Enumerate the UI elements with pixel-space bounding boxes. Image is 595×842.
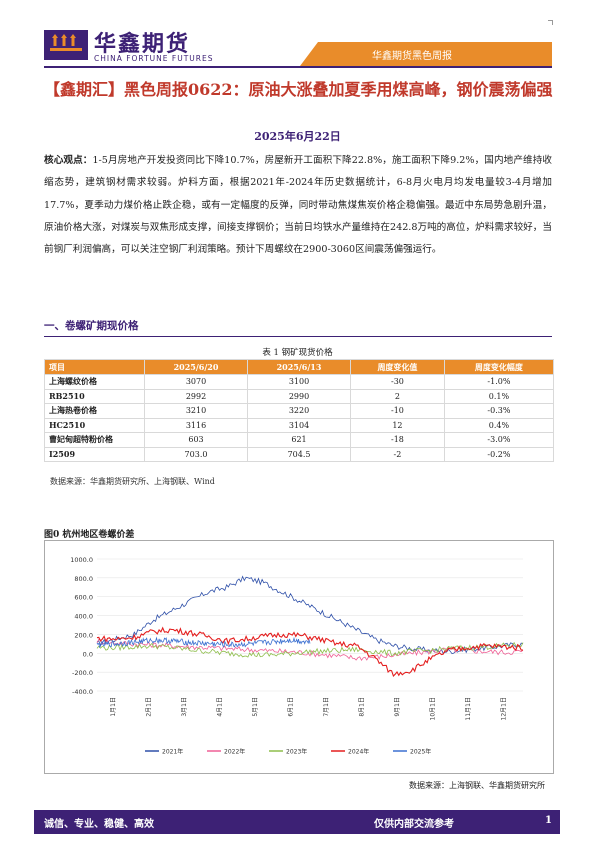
x-tick-label: 1月1日 xyxy=(110,697,117,717)
y-tick-label: 600.0 xyxy=(74,594,93,602)
table-cell: 3116 xyxy=(143,417,249,433)
table-cell: -18 xyxy=(350,432,445,448)
x-tick-label: 3月1日 xyxy=(181,697,188,717)
y-tick-label: 0.0 xyxy=(83,650,93,658)
page-header: 华鑫期货 CHINA FORTUNE FUTURES 华鑫期货黑色周报 xyxy=(0,0,595,70)
x-tick-label: 10月1日 xyxy=(429,697,436,720)
table-row: 上海热卷价格 3210 3220 -10 -0.3% xyxy=(44,403,555,419)
legend-label: 2025年 xyxy=(410,748,431,756)
table-header-cell: 项目 xyxy=(44,359,145,375)
table-cell: -30 xyxy=(350,374,445,390)
y-tick-label: -200.0 xyxy=(72,669,93,677)
section-divider xyxy=(44,336,552,337)
series-line xyxy=(96,626,523,678)
table-cell: -0.2% xyxy=(443,446,555,462)
summary-lead: 核心观点： xyxy=(44,155,93,166)
company-name: 华鑫期货 xyxy=(94,32,191,57)
x-tick-label: 7月1日 xyxy=(323,697,330,717)
table-cell: -0.3% xyxy=(443,403,555,419)
corner-mark xyxy=(548,20,553,25)
company-logo-icon xyxy=(44,30,88,60)
table-cell: 3210 xyxy=(143,403,249,419)
legend-label: 2021年 xyxy=(162,748,183,756)
table-cell: 上海螺纹价格 xyxy=(44,374,145,390)
x-tick-label: 6月1日 xyxy=(287,697,294,717)
report-title: 【鑫期汇】黑色周报0622：原油大涨叠加夏季用煤高峰，钢价震荡偏强 xyxy=(44,80,553,99)
y-tick-label: 400.0 xyxy=(74,613,93,621)
table-cell: 703.0 xyxy=(143,446,249,462)
chart-source: 数据来源：上海钢联、华鑫期货研究所 xyxy=(409,781,545,790)
y-tick-label: 200.0 xyxy=(74,631,93,639)
table-cell: 3220 xyxy=(247,403,352,419)
table-cell: 621 xyxy=(247,432,352,448)
table-cell: 上海热卷价格 xyxy=(44,403,145,419)
table-cell: -10 xyxy=(350,403,445,419)
table-cell: RB2510 xyxy=(44,388,145,404)
table-cell: 2990 xyxy=(247,388,352,404)
x-tick-label: 2月1日 xyxy=(145,697,152,717)
series-line xyxy=(96,641,524,658)
table-cell: 0.4% xyxy=(443,417,555,433)
chart-frame: 1000.0 800.0 600.0 400.0 200.0 0.0 -200.0 -400.… xyxy=(44,540,554,774)
series-line xyxy=(96,636,311,649)
table-cell: -1.0% xyxy=(443,374,555,390)
section-heading: 一、卷螺矿期现价格 xyxy=(44,320,139,332)
x-tick-label: 8月1日 xyxy=(358,697,365,717)
legend-label: 2022年 xyxy=(224,748,245,756)
page-number: 1 xyxy=(545,815,552,826)
spread-chart: 1000.0 800.0 600.0 400.0 200.0 0.0 -200.0 -400.… xyxy=(70,556,524,756)
x-tick-label: 4月1日 xyxy=(216,697,223,717)
table-cell: 2992 xyxy=(143,388,249,404)
series-line xyxy=(96,575,524,655)
table-cell: 12 xyxy=(350,417,445,433)
legend-label: 2023年 xyxy=(286,748,307,756)
table-cell: HC2510 xyxy=(44,417,145,433)
x-tick-label: 12月1日 xyxy=(500,697,507,720)
table-cell: 2 xyxy=(350,388,445,404)
table-cell: 0.1% xyxy=(443,388,555,404)
table-cell: -2 xyxy=(350,446,445,462)
table-header-cell: 周度变化幅度 xyxy=(443,359,555,375)
table-cell: 3070 xyxy=(143,374,249,390)
table-header-row: 项目 2025/6/20 2025/6/13 周度变化值 周度变化幅度 xyxy=(44,359,555,375)
x-tick-label: 5月1日 xyxy=(252,697,259,717)
summary-body: 1-5月房地产开发投资同比下降10.7%，房屋新开工面积下降22.8%，施工面积… xyxy=(44,155,553,256)
table-row: 曹妃甸超特粉价格 603 621 -18 -3.0% xyxy=(44,432,555,448)
report-date: 2025年6月22日 xyxy=(254,130,341,143)
table-cell: 曹妃甸超特粉价格 xyxy=(44,432,145,448)
table-row: I2509 703.0 704.5 -2 -0.2% xyxy=(44,446,555,462)
x-tick-label: 11月1日 xyxy=(465,697,472,720)
table-row: 上海螺纹价格 3070 3100 -30 -1.0% xyxy=(44,374,555,390)
table-cell: 704.5 xyxy=(247,446,352,462)
table-header-cell: 周度变化值 xyxy=(350,359,445,375)
table-cell: -3.0% xyxy=(443,432,555,448)
y-tick-label: 800.0 xyxy=(74,575,93,583)
footer-motto: 诚信、专业、稳健、高效 xyxy=(44,819,154,830)
table-row: HC2510 3116 3104 12 0.4% xyxy=(44,417,555,433)
x-tick-label: 9月1日 xyxy=(394,697,401,717)
summary-paragraph: 核心观点：1-5月房地产开发投资同比下降10.7%，房屋新开工面积下降22.8%… xyxy=(44,150,552,261)
page-footer: 诚信、专业、稳健、高效 仅供内部交流参考 1 xyxy=(34,810,560,834)
legend-label: 2024年 xyxy=(348,748,369,756)
table-cell: 3104 xyxy=(247,417,352,433)
table-cell: 3100 xyxy=(247,374,352,390)
y-tick-label: -400.0 xyxy=(72,688,93,696)
table-caption: 表 1 钢矿现货价格 xyxy=(262,348,333,358)
table-source: 数据来源：华鑫期货研究所、上海钢联、Wind xyxy=(50,477,215,486)
header-divider xyxy=(44,66,552,68)
table-cell: 603 xyxy=(143,432,249,448)
table-row: RB2510 2992 2990 2 0.1% xyxy=(44,388,555,404)
report-series-label: 华鑫期货黑色周报 xyxy=(372,51,452,62)
price-table: 项目 2025/6/20 2025/6/13 周度变化值 周度变化幅度 上海螺纹… xyxy=(44,359,555,462)
company-name-en: CHINA FORTUNE FUTURES xyxy=(94,54,214,63)
chart-title: 图0 杭州地区卷螺价差 xyxy=(44,530,135,540)
table-header-cell: 2025/6/20 xyxy=(143,359,249,375)
report-series-banner: 华鑫期货黑色周报 xyxy=(300,42,552,66)
y-tick-label: 1000.0 xyxy=(70,556,93,564)
footer-notice: 仅供内部交流参考 xyxy=(374,819,454,830)
table-header-cell: 2025/6/13 xyxy=(247,359,352,375)
table-cell: I2509 xyxy=(44,446,145,462)
